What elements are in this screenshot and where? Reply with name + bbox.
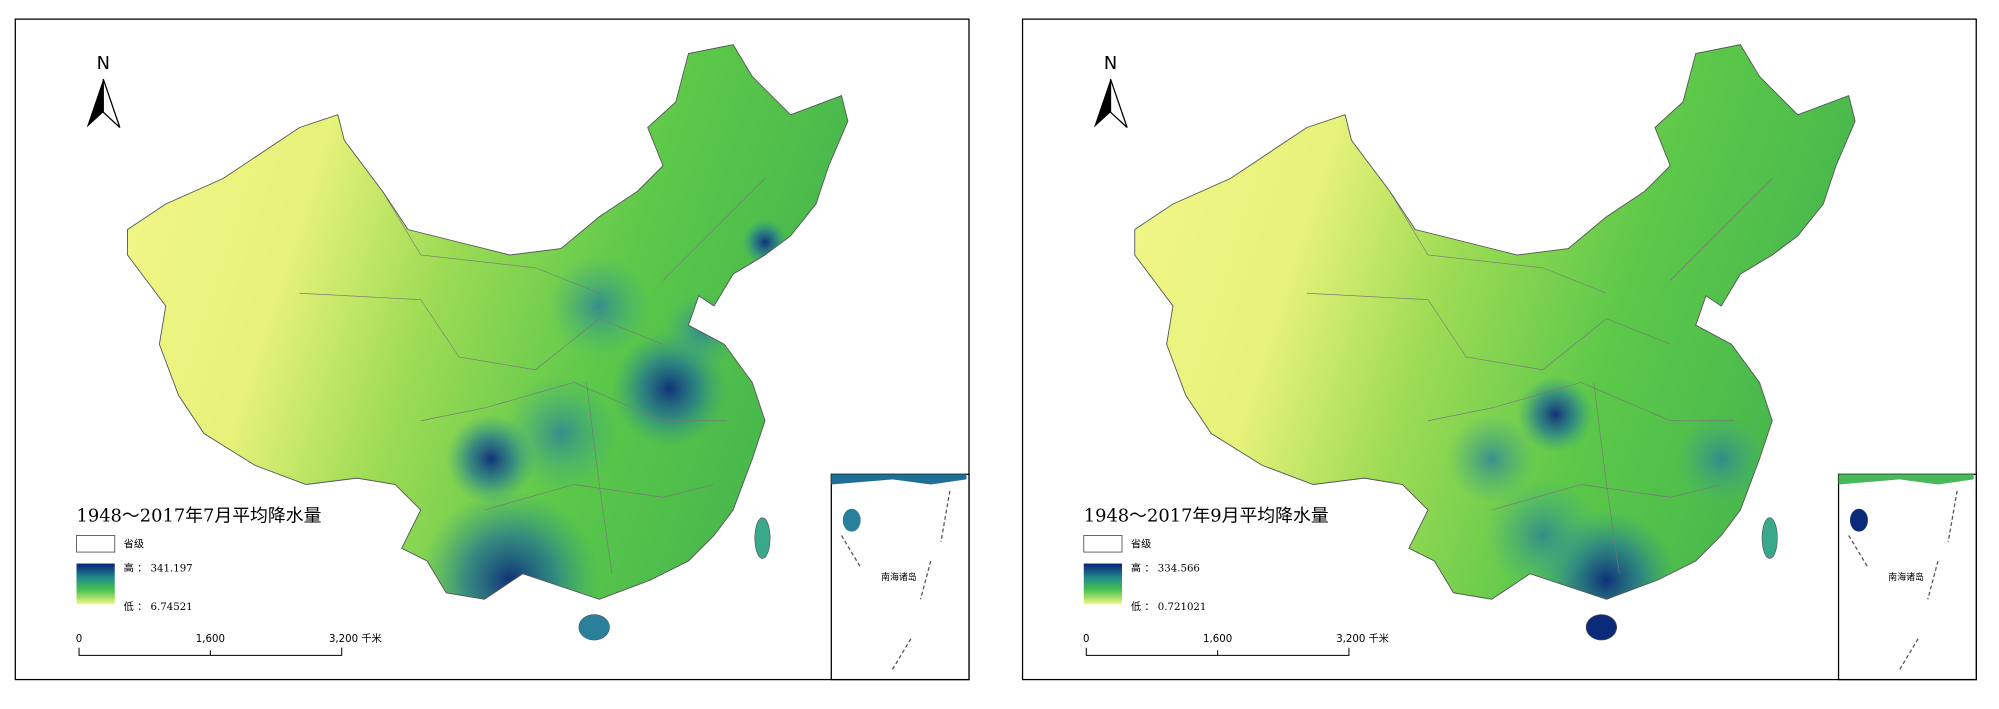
inset-dashes bbox=[840, 490, 951, 670]
scale-end: 3,200 千米 bbox=[329, 632, 382, 645]
north-arrow-half bbox=[1109, 78, 1128, 128]
legend-province-swatch bbox=[1083, 535, 1123, 553]
precip-blob bbox=[548, 255, 651, 357]
china-shape bbox=[127, 44, 848, 600]
scale-mid: 1,600 bbox=[196, 634, 225, 645]
inset-coast bbox=[831, 474, 967, 485]
precip-blob bbox=[503, 376, 619, 491]
inset-label: 南海诸岛 bbox=[1888, 571, 1924, 583]
north-label: N bbox=[97, 53, 110, 74]
inset-hainan bbox=[1850, 508, 1868, 532]
map-title: 1948～2017年9月平均降水量 bbox=[1084, 505, 1329, 526]
china-border bbox=[127, 44, 849, 600]
inset-frame bbox=[1837, 473, 1977, 681]
precip-blob bbox=[420, 490, 600, 600]
legend-ramp bbox=[1083, 563, 1122, 605]
map-title: 1948～2017年7月平均降水量 bbox=[77, 505, 322, 526]
precip-blob bbox=[1676, 414, 1766, 504]
legend-low: 低 ： 6.74521 bbox=[124, 600, 193, 613]
inset-coast bbox=[1838, 474, 1974, 485]
legend-province: 省级 bbox=[124, 537, 144, 550]
inset-label: 南海诸岛 bbox=[881, 571, 917, 583]
north-label: N bbox=[1104, 53, 1117, 74]
china-border bbox=[1134, 44, 1856, 600]
precip-blob bbox=[1485, 478, 1601, 593]
province-borders bbox=[299, 178, 766, 574]
scale-bar bbox=[78, 647, 343, 656]
north-arrow bbox=[86, 79, 104, 128]
legend-province-swatch bbox=[76, 535, 116, 553]
inset-frame bbox=[830, 473, 970, 681]
province-borders bbox=[1306, 178, 1773, 574]
north-arrow-half bbox=[102, 78, 121, 128]
scale-start: 0 bbox=[76, 634, 82, 645]
legend-province: 省级 bbox=[1131, 537, 1151, 550]
taiwan bbox=[754, 517, 771, 559]
scale-start: 0 bbox=[1083, 634, 1089, 645]
precip-overlay bbox=[1447, 376, 1766, 600]
taiwan bbox=[1761, 517, 1778, 559]
scale-end: 3,200 千米 bbox=[1336, 632, 1389, 645]
legend-high: 高 ： 341.197 bbox=[124, 562, 193, 575]
hainan bbox=[578, 614, 610, 641]
inset-hainan bbox=[842, 508, 861, 532]
scale-mid: 1,600 bbox=[1203, 634, 1232, 645]
inset-dashes bbox=[1848, 490, 1958, 670]
legend-ramp bbox=[76, 563, 115, 605]
china-shape bbox=[1134, 44, 1856, 600]
scale-bar bbox=[1085, 647, 1350, 656]
hainan bbox=[1585, 614, 1618, 641]
legend-high: 高 ： 334.566 bbox=[1131, 562, 1200, 575]
legend-low: 低 ： 0.721021 bbox=[1131, 600, 1206, 613]
precip-blob bbox=[1447, 414, 1537, 504]
